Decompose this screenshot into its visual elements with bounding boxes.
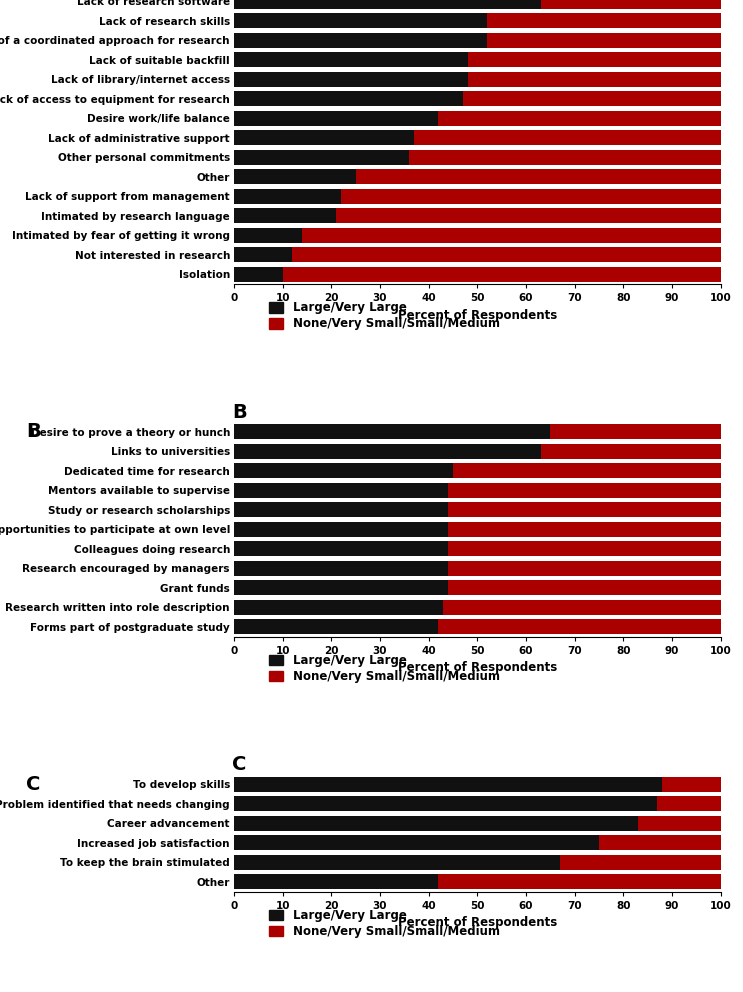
Bar [599, 835, 721, 850]
Bar [234, 0, 541, 9]
Bar [337, 208, 721, 223]
Legend: Large/Very Large, None/Very Small/Small/Medium: Large/Very Large, None/Very Small/Small/… [265, 297, 504, 335]
Bar [414, 130, 721, 145]
Text: C: C [26, 775, 40, 794]
Bar [234, 170, 356, 185]
Bar [444, 600, 721, 615]
Bar [293, 247, 721, 262]
Bar [638, 816, 721, 830]
Bar [453, 463, 721, 478]
Bar [448, 522, 721, 537]
Bar [234, 502, 448, 517]
Bar [234, 463, 453, 478]
Bar [234, 835, 599, 850]
Bar [234, 188, 341, 203]
Legend: Large/Very Large, None/Very Small/Small/Medium: Large/Very Large, None/Very Small/Small/… [265, 904, 504, 942]
Bar [448, 560, 721, 575]
Bar [234, 580, 448, 595]
Bar [234, 777, 662, 792]
Bar [487, 14, 721, 28]
Bar [448, 580, 721, 595]
Bar [448, 542, 721, 557]
Bar [541, 444, 721, 458]
Bar [341, 188, 721, 203]
Bar [234, 33, 487, 48]
Bar [234, 816, 638, 830]
Bar [234, 130, 414, 145]
Bar [234, 560, 448, 575]
Bar [234, 53, 467, 67]
Bar [356, 170, 721, 185]
Bar [234, 444, 541, 458]
X-axis label: Percent of Respondents: Percent of Respondents [398, 661, 557, 675]
Bar [448, 502, 721, 517]
Bar [234, 600, 444, 615]
Bar [234, 267, 282, 282]
Bar [234, 522, 448, 537]
Bar [234, 855, 560, 870]
Bar [234, 208, 337, 223]
Bar [487, 33, 721, 48]
Bar [234, 542, 448, 557]
X-axis label: Percent of Respondents: Percent of Respondents [398, 309, 557, 321]
Bar [234, 72, 467, 86]
Bar [467, 72, 721, 86]
Bar [658, 797, 721, 811]
Bar [438, 619, 721, 634]
Text: C: C [232, 756, 246, 775]
Bar [448, 483, 721, 498]
Bar [234, 483, 448, 498]
Bar [234, 619, 438, 634]
Bar [234, 111, 438, 126]
Text: B: B [26, 422, 41, 441]
Bar [234, 91, 463, 106]
Bar [234, 247, 293, 262]
Bar [438, 111, 721, 126]
Bar [438, 874, 721, 889]
Bar [234, 14, 487, 28]
Bar [409, 150, 721, 165]
Bar [234, 797, 658, 811]
Bar [467, 53, 721, 67]
Bar [234, 228, 302, 243]
Bar [302, 228, 721, 243]
Bar [541, 0, 721, 9]
Bar [234, 874, 438, 889]
Bar [551, 425, 721, 439]
Bar [662, 777, 721, 792]
X-axis label: Percent of Respondents: Percent of Respondents [398, 916, 557, 930]
Bar [560, 855, 721, 870]
Text: B: B [232, 403, 247, 422]
Legend: Large/Very Large, None/Very Small/Small/Medium: Large/Very Large, None/Very Small/Small/… [265, 649, 504, 687]
Bar [234, 150, 409, 165]
Bar [463, 91, 721, 106]
Bar [234, 425, 551, 439]
Bar [282, 267, 721, 282]
